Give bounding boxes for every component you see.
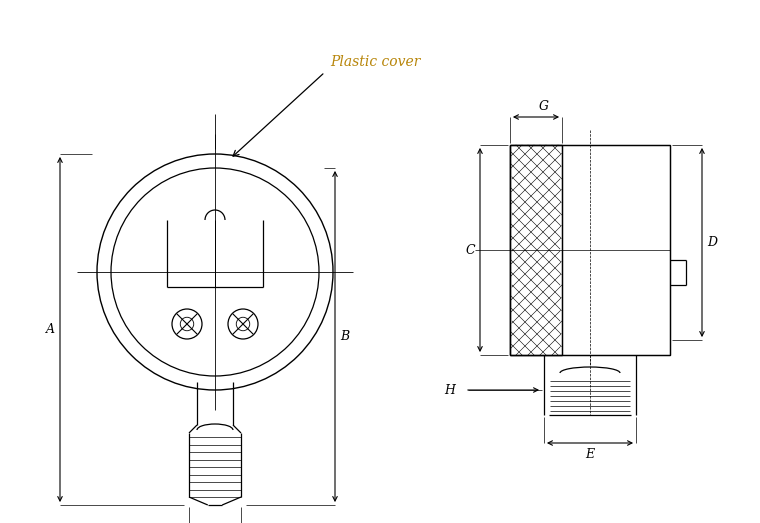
Text: D: D	[707, 236, 717, 249]
Text: A: A	[46, 323, 55, 336]
Bar	[510, 145, 562, 355]
Text: G: G	[539, 100, 549, 113]
Text: Plastic cover: Plastic cover	[330, 55, 420, 69]
Text: E: E	[585, 449, 594, 461]
Bar	[510, 145, 562, 355]
Bar	[510, 145, 670, 355]
Bar	[510, 145, 670, 355]
Text: B: B	[340, 330, 350, 343]
Text: H: H	[445, 383, 455, 396]
Text: C: C	[465, 244, 475, 256]
